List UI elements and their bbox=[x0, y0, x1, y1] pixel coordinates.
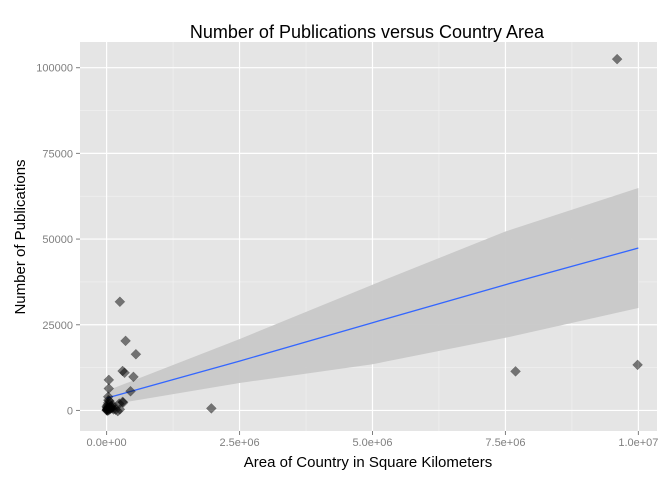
confidence-band-layer bbox=[106, 188, 639, 406]
data-point bbox=[125, 385, 136, 397]
x-tick-label: 2.5e+06 bbox=[220, 437, 260, 449]
data-points-layer bbox=[101, 53, 643, 417]
x-tick-label: 1.0e+07 bbox=[618, 437, 658, 449]
x-tick-label: 5.0e+06 bbox=[352, 437, 392, 449]
y-tick-label: 50000 bbox=[42, 234, 73, 246]
data-point bbox=[103, 404, 115, 416]
chart-title: Number of Publications versus Country Ar… bbox=[190, 22, 545, 42]
regression-line-layer bbox=[106, 247, 639, 399]
y-axis-title: Number of Publications bbox=[12, 159, 29, 314]
y-tick-label: 75000 bbox=[42, 148, 73, 160]
x-tick-label: 7.5e+06 bbox=[485, 437, 525, 449]
y-axis-ticks: 0 25000 50000 75000 100000 bbox=[36, 63, 80, 417]
y-tick-label: 25000 bbox=[42, 320, 73, 332]
x-axis-ticks: 0.0e+00 2.5e+06 5.0e+06 7.5e+06 1.0e+07 bbox=[87, 431, 658, 449]
data-point bbox=[206, 403, 217, 414]
data-point bbox=[114, 404, 126, 415]
x-axis-title: Area of Country in Square Kilometers bbox=[244, 454, 492, 471]
data-point bbox=[114, 296, 126, 308]
data-point bbox=[128, 371, 139, 383]
data-point bbox=[120, 335, 131, 347]
data-point bbox=[632, 359, 643, 371]
x-tick-label: 0.0e+00 bbox=[87, 437, 127, 449]
confidence-band bbox=[106, 188, 639, 406]
data-point bbox=[119, 367, 130, 379]
data-point bbox=[611, 53, 623, 65]
y-tick-label: 0 bbox=[67, 405, 73, 417]
regression-line bbox=[106, 247, 639, 399]
y-tick-label: 100000 bbox=[36, 63, 73, 75]
data-point bbox=[130, 348, 142, 360]
data-point bbox=[510, 366, 521, 377]
data-point bbox=[117, 396, 128, 408]
